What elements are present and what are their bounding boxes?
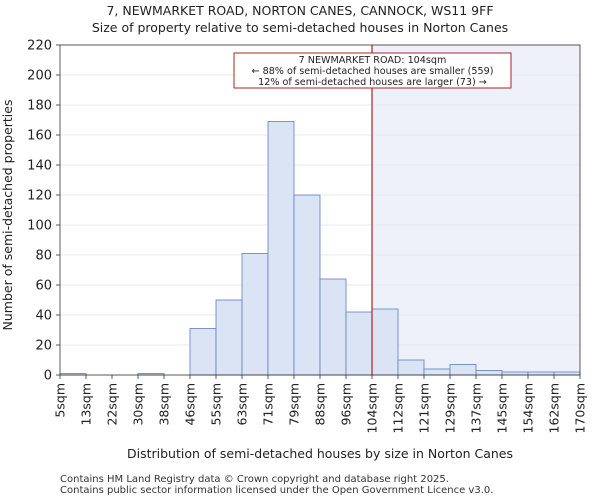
x-tick-label: 5sqm xyxy=(53,383,68,418)
footer-licence: Contains public sector information licen… xyxy=(60,485,494,496)
x-tick-label: 145sqm xyxy=(495,383,510,433)
y-tick-label: 40 xyxy=(35,309,52,324)
x-tick-label: 79sqm xyxy=(287,383,302,426)
histogram-bar xyxy=(241,253,269,376)
histogram-bar xyxy=(501,371,529,376)
y-tick-label: 200 xyxy=(27,69,52,84)
x-tick-label: 112sqm xyxy=(391,383,406,433)
histogram-bar xyxy=(293,194,321,376)
chart-title-address: 7, NEWMARKET ROAD, NORTON CANES, CANNOCK… xyxy=(106,3,494,18)
chart-title-subtitle: Size of property relative to semi-detach… xyxy=(91,20,509,35)
y-axis-label: Number of semi-detached properties xyxy=(0,100,15,331)
histogram-bar xyxy=(189,328,217,376)
larger-region-shade xyxy=(372,45,580,375)
y-tick-label: 120 xyxy=(27,189,52,204)
x-axis-label: Distribution of semi-detached houses by … xyxy=(127,446,513,461)
y-tick-label: 100 xyxy=(27,219,52,234)
histogram-bar xyxy=(553,371,581,376)
x-tick-label: 137sqm xyxy=(469,383,484,433)
histogram-bar xyxy=(371,308,399,376)
y-tick-label: 140 xyxy=(27,159,52,174)
y-tick-label: 20 xyxy=(35,339,52,354)
x-tick-label: 162sqm xyxy=(547,383,562,433)
y-tick-label: 160 xyxy=(27,129,52,144)
annotation-box: 7 NEWMARKET ROAD: 104sqm ← 88% of semi-d… xyxy=(233,52,512,89)
y-tick-label: 0 xyxy=(44,369,52,384)
x-tick-label: 30sqm xyxy=(131,383,146,426)
y-tick-label: 220 xyxy=(27,39,52,54)
x-tick-label: 22sqm xyxy=(105,383,120,426)
x-tick-label: 63sqm xyxy=(235,383,250,426)
x-tick-label: 46sqm xyxy=(183,383,198,426)
x-tick-label: 96sqm xyxy=(339,383,354,426)
histogram-bar xyxy=(319,278,347,376)
annotation-line-2: ← 88% of semi-detached houses are smalle… xyxy=(252,66,494,77)
x-tick-label: 13sqm xyxy=(79,383,94,426)
x-tick-label: 104sqm xyxy=(365,383,380,433)
x-tick-label: 55sqm xyxy=(209,383,224,426)
annotation-line-1: 7 NEWMARKET ROAD: 104sqm xyxy=(299,55,447,66)
histogram-bar xyxy=(345,311,373,376)
annotation-line-3: 12% of semi-detached houses are larger (… xyxy=(258,77,487,88)
x-tick-label: 129sqm xyxy=(443,383,458,433)
y-tick-label: 60 xyxy=(35,279,52,294)
histogram-bar xyxy=(475,370,503,376)
histogram-bar xyxy=(527,371,555,376)
histogram-bar xyxy=(215,299,243,376)
footer-copyright: Contains HM Land Registry data © Crown c… xyxy=(60,474,449,485)
y-tick-label: 180 xyxy=(27,99,52,114)
x-tick-label: 38sqm xyxy=(157,383,172,426)
x-tick-label: 154sqm xyxy=(521,383,536,433)
x-tick-label: 170sqm xyxy=(573,383,588,433)
x-tick-label: 121sqm xyxy=(417,383,432,433)
x-tick-label: 88sqm xyxy=(313,383,328,426)
histogram-bar xyxy=(423,368,451,376)
histogram-bar xyxy=(449,364,477,376)
annotation-border xyxy=(233,52,512,89)
histogram-bar xyxy=(397,359,425,376)
histogram-bar xyxy=(267,121,295,376)
x-tick-label: 71sqm xyxy=(261,383,276,426)
y-tick-label: 80 xyxy=(35,249,52,264)
